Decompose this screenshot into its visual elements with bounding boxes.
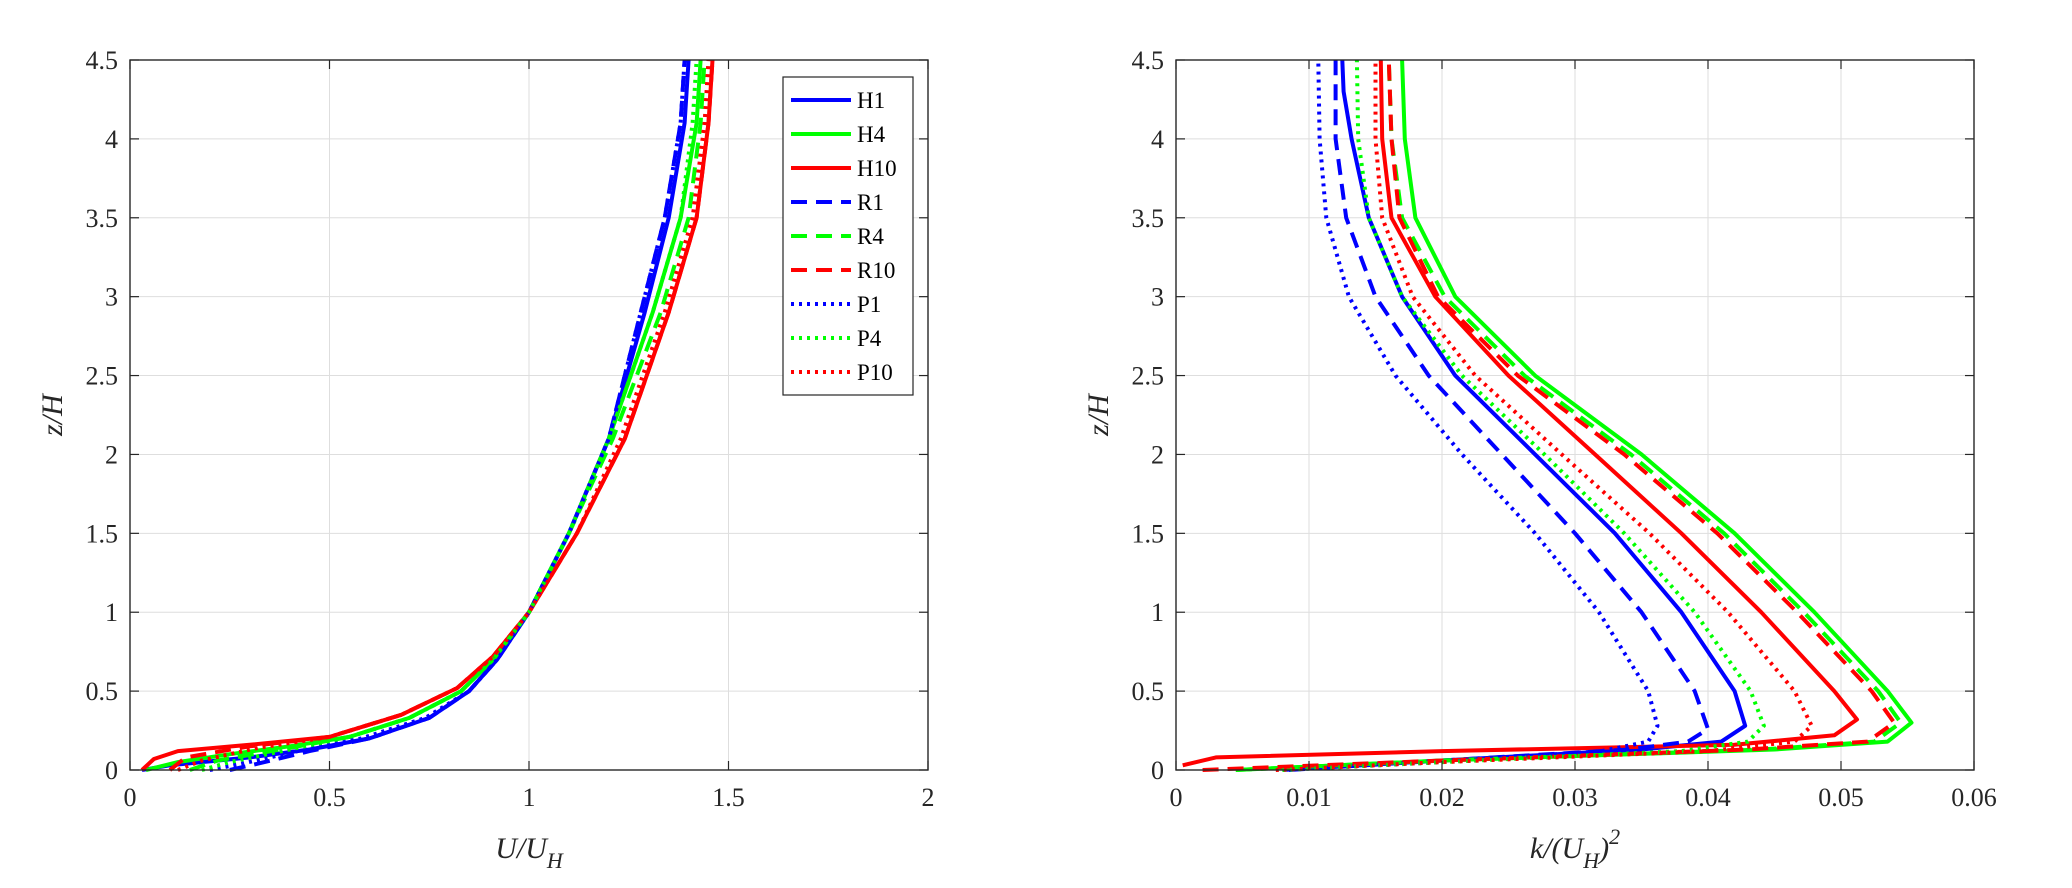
y-axis-label: z/H	[36, 392, 69, 437]
series-line-h1	[141, 59, 691, 772]
x-tick-label: 0.03	[1552, 783, 1598, 812]
series-line-r1	[1288, 60, 1710, 772]
y-tick-label: 2.5	[86, 362, 119, 391]
x-axis-label-subscript: H	[546, 848, 564, 873]
x-axis-label-subscript: H	[1582, 848, 1600, 873]
x-axis-label-close: )	[1597, 832, 1609, 865]
y-tick-label: 3	[1151, 283, 1164, 312]
legend-label-r4: R4	[857, 224, 884, 249]
y-tick-label: 2	[105, 440, 118, 469]
series-line-p4	[1282, 59, 1766, 772]
legend-label-p4: P4	[857, 326, 882, 351]
x-axis-label-main: k/(U	[1530, 832, 1586, 865]
y-tick-label: 3.5	[1132, 204, 1165, 233]
left-chart: 0 0.5 1 1.5 2 0 0.5 1 1.5 2 2.5 3 3.5 4 4.5 z/H U/UH H1 H4…	[36, 46, 935, 873]
x-tick-label: 2	[922, 783, 935, 812]
x-tick-label: 0	[124, 783, 137, 812]
x-axis-label-main: U/U	[495, 832, 549, 865]
x-tick-label: 0.01	[1286, 783, 1332, 812]
series-line-p1	[1282, 59, 1660, 772]
y-axis-label: z/H	[1082, 392, 1115, 437]
x-axis-label-superscript: 2	[1609, 824, 1620, 849]
y-tick-label: 0	[105, 756, 118, 785]
x-axis-label: U/UH	[495, 832, 564, 873]
legend-label-p1: P1	[857, 292, 881, 317]
x-tick-label: 0.06	[1951, 783, 1997, 812]
series-line-r4	[1235, 59, 1903, 772]
y-tick-label: 4.5	[1132, 46, 1165, 75]
legend-label-h4: H4	[857, 122, 886, 147]
legend-label-r1: R1	[857, 190, 884, 215]
y-tick-label: 2.5	[1132, 362, 1165, 391]
series-line-p10	[177, 59, 711, 772]
legend-label-r10: R10	[857, 258, 895, 283]
y-tick-label: 0.5	[1132, 677, 1165, 706]
y-tick-label: 3	[105, 283, 118, 312]
y-tick-label: 1	[105, 598, 118, 627]
x-axis-label: k/(UH)2	[1530, 824, 1620, 873]
x-tick-label: 0.02	[1419, 783, 1465, 812]
y-tick-label: 0	[1151, 756, 1164, 785]
x-tick-label: 0.5	[313, 783, 346, 812]
legend-label-h1: H1	[857, 88, 885, 113]
y-tick-label: 1	[1151, 598, 1164, 627]
series-line-p1	[209, 59, 687, 772]
y-tick-label: 1.5	[1132, 519, 1165, 548]
series-line-r10	[1202, 59, 1897, 772]
y-tick-label: 3.5	[86, 204, 119, 233]
legend-label-p10: P10	[857, 360, 893, 385]
y-tick-label: 2	[1151, 440, 1164, 469]
series-line-h10	[1182, 59, 1859, 768]
y-tick-label: 0.5	[86, 677, 119, 706]
legend-label-h10: H10	[857, 156, 897, 181]
y-tick-label: 4	[105, 125, 118, 154]
x-tick-label: 0.05	[1818, 783, 1864, 812]
y-tick-label: 1.5	[86, 519, 119, 548]
x-tick-label: 0	[1170, 783, 1183, 812]
x-tick-label: 1	[523, 783, 536, 812]
y-tick-label: 4	[1151, 125, 1164, 154]
y-tick-label: 4.5	[86, 46, 119, 75]
right-chart: 0 0.01 0.02 0.03 0.04 0.05 0.06 0 0.5 1 1.5 2 2.5 3 3.…	[1082, 46, 1997, 873]
x-tick-label: 1.5	[712, 783, 745, 812]
x-tick-label: 0.04	[1685, 783, 1731, 812]
series-line-r10	[168, 59, 715, 772]
legend: H1 H4 H10 R1 R4 R10 P1 P4 P10	[782, 76, 914, 396]
series-line-p10	[1275, 60, 1814, 772]
series-line-h1	[1282, 59, 1748, 772]
